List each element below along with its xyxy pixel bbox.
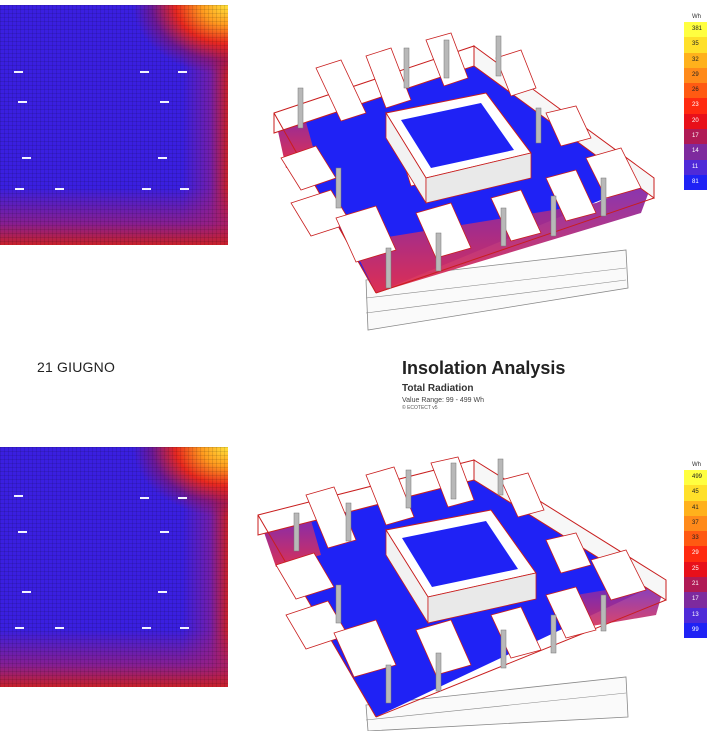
legend-unit: Wh (692, 462, 701, 468)
legend-swatch: 41 (684, 500, 707, 516)
legend-swatch: 29 (684, 546, 707, 562)
heatmap-mark (15, 627, 24, 629)
heatmap-mark (180, 188, 189, 190)
legend-unit: Wh (692, 14, 701, 20)
heatmap-mark (14, 71, 23, 73)
heatmap-mark (140, 71, 149, 73)
top-radiation-heatmap (0, 5, 228, 245)
legend-swatch: 37 (684, 515, 707, 532)
legend-swatch: 17 (684, 129, 707, 145)
top-building-model (273, 32, 655, 331)
legend-swatch: 26 (684, 83, 707, 99)
value-range: Value Range: 99 - 499 Wh (402, 397, 484, 404)
legend-swatch: 17 (684, 592, 707, 608)
legend-swatch: 32 (684, 52, 707, 68)
heatmap-mark (140, 497, 149, 499)
legend-swatch: 381 (684, 22, 707, 38)
heatmap-mark (22, 157, 31, 159)
legend-swatch: 13 (684, 607, 707, 623)
heatmap-mark (142, 627, 151, 629)
legend-swatch: 33 (684, 531, 707, 547)
legend-swatch: 14 (684, 144, 707, 160)
legend-swatch: 23 (684, 98, 707, 114)
heatmap-mark (22, 591, 31, 593)
top-color-legend: Wh 381 35 32 29 26 23 20 17 14 11 81 (684, 12, 707, 191)
legend-swatch: 45 (684, 485, 707, 501)
legend-swatch: 21 (684, 577, 707, 593)
legend-swatch: 11 (684, 159, 707, 175)
heatmap-mark (55, 627, 64, 629)
software-credit: © ECOTECT v5 (402, 405, 438, 411)
legend-swatch: 35 (684, 37, 707, 53)
heatmap-mark (180, 627, 189, 629)
bottom-color-legend: Wh 499 45 41 37 33 29 25 21 17 13 99 (684, 460, 707, 639)
analysis-title: Insolation Analysis (402, 358, 566, 378)
legend-swatch: 20 (684, 113, 707, 130)
heatmap-mark (178, 497, 187, 499)
heatmap-mark (158, 157, 167, 159)
heatmap-mark (14, 495, 23, 497)
heatmap-mark (160, 101, 169, 103)
legend-swatch: 99 (684, 622, 707, 639)
heatmap-mark (160, 531, 169, 533)
heatmap-mark (18, 531, 27, 533)
heatmap-mark (142, 188, 151, 190)
heatmap-mark (178, 71, 187, 73)
bottom-building-model (257, 456, 667, 731)
heatmap-mark (18, 101, 27, 103)
legend-swatch: 499 (684, 470, 707, 486)
bottom-radiation-heatmap (0, 447, 228, 687)
heatmap-mark (55, 188, 64, 190)
legend-swatch: 81 (684, 174, 707, 191)
heatmap-mark (15, 188, 24, 190)
date-label: 21 GIUGNO (37, 359, 116, 375)
heatmap-mark (158, 591, 167, 593)
analysis-subtitle: Total Radiation (402, 383, 474, 394)
legend-swatch: 29 (684, 67, 707, 84)
legend-swatch: 25 (684, 561, 707, 578)
